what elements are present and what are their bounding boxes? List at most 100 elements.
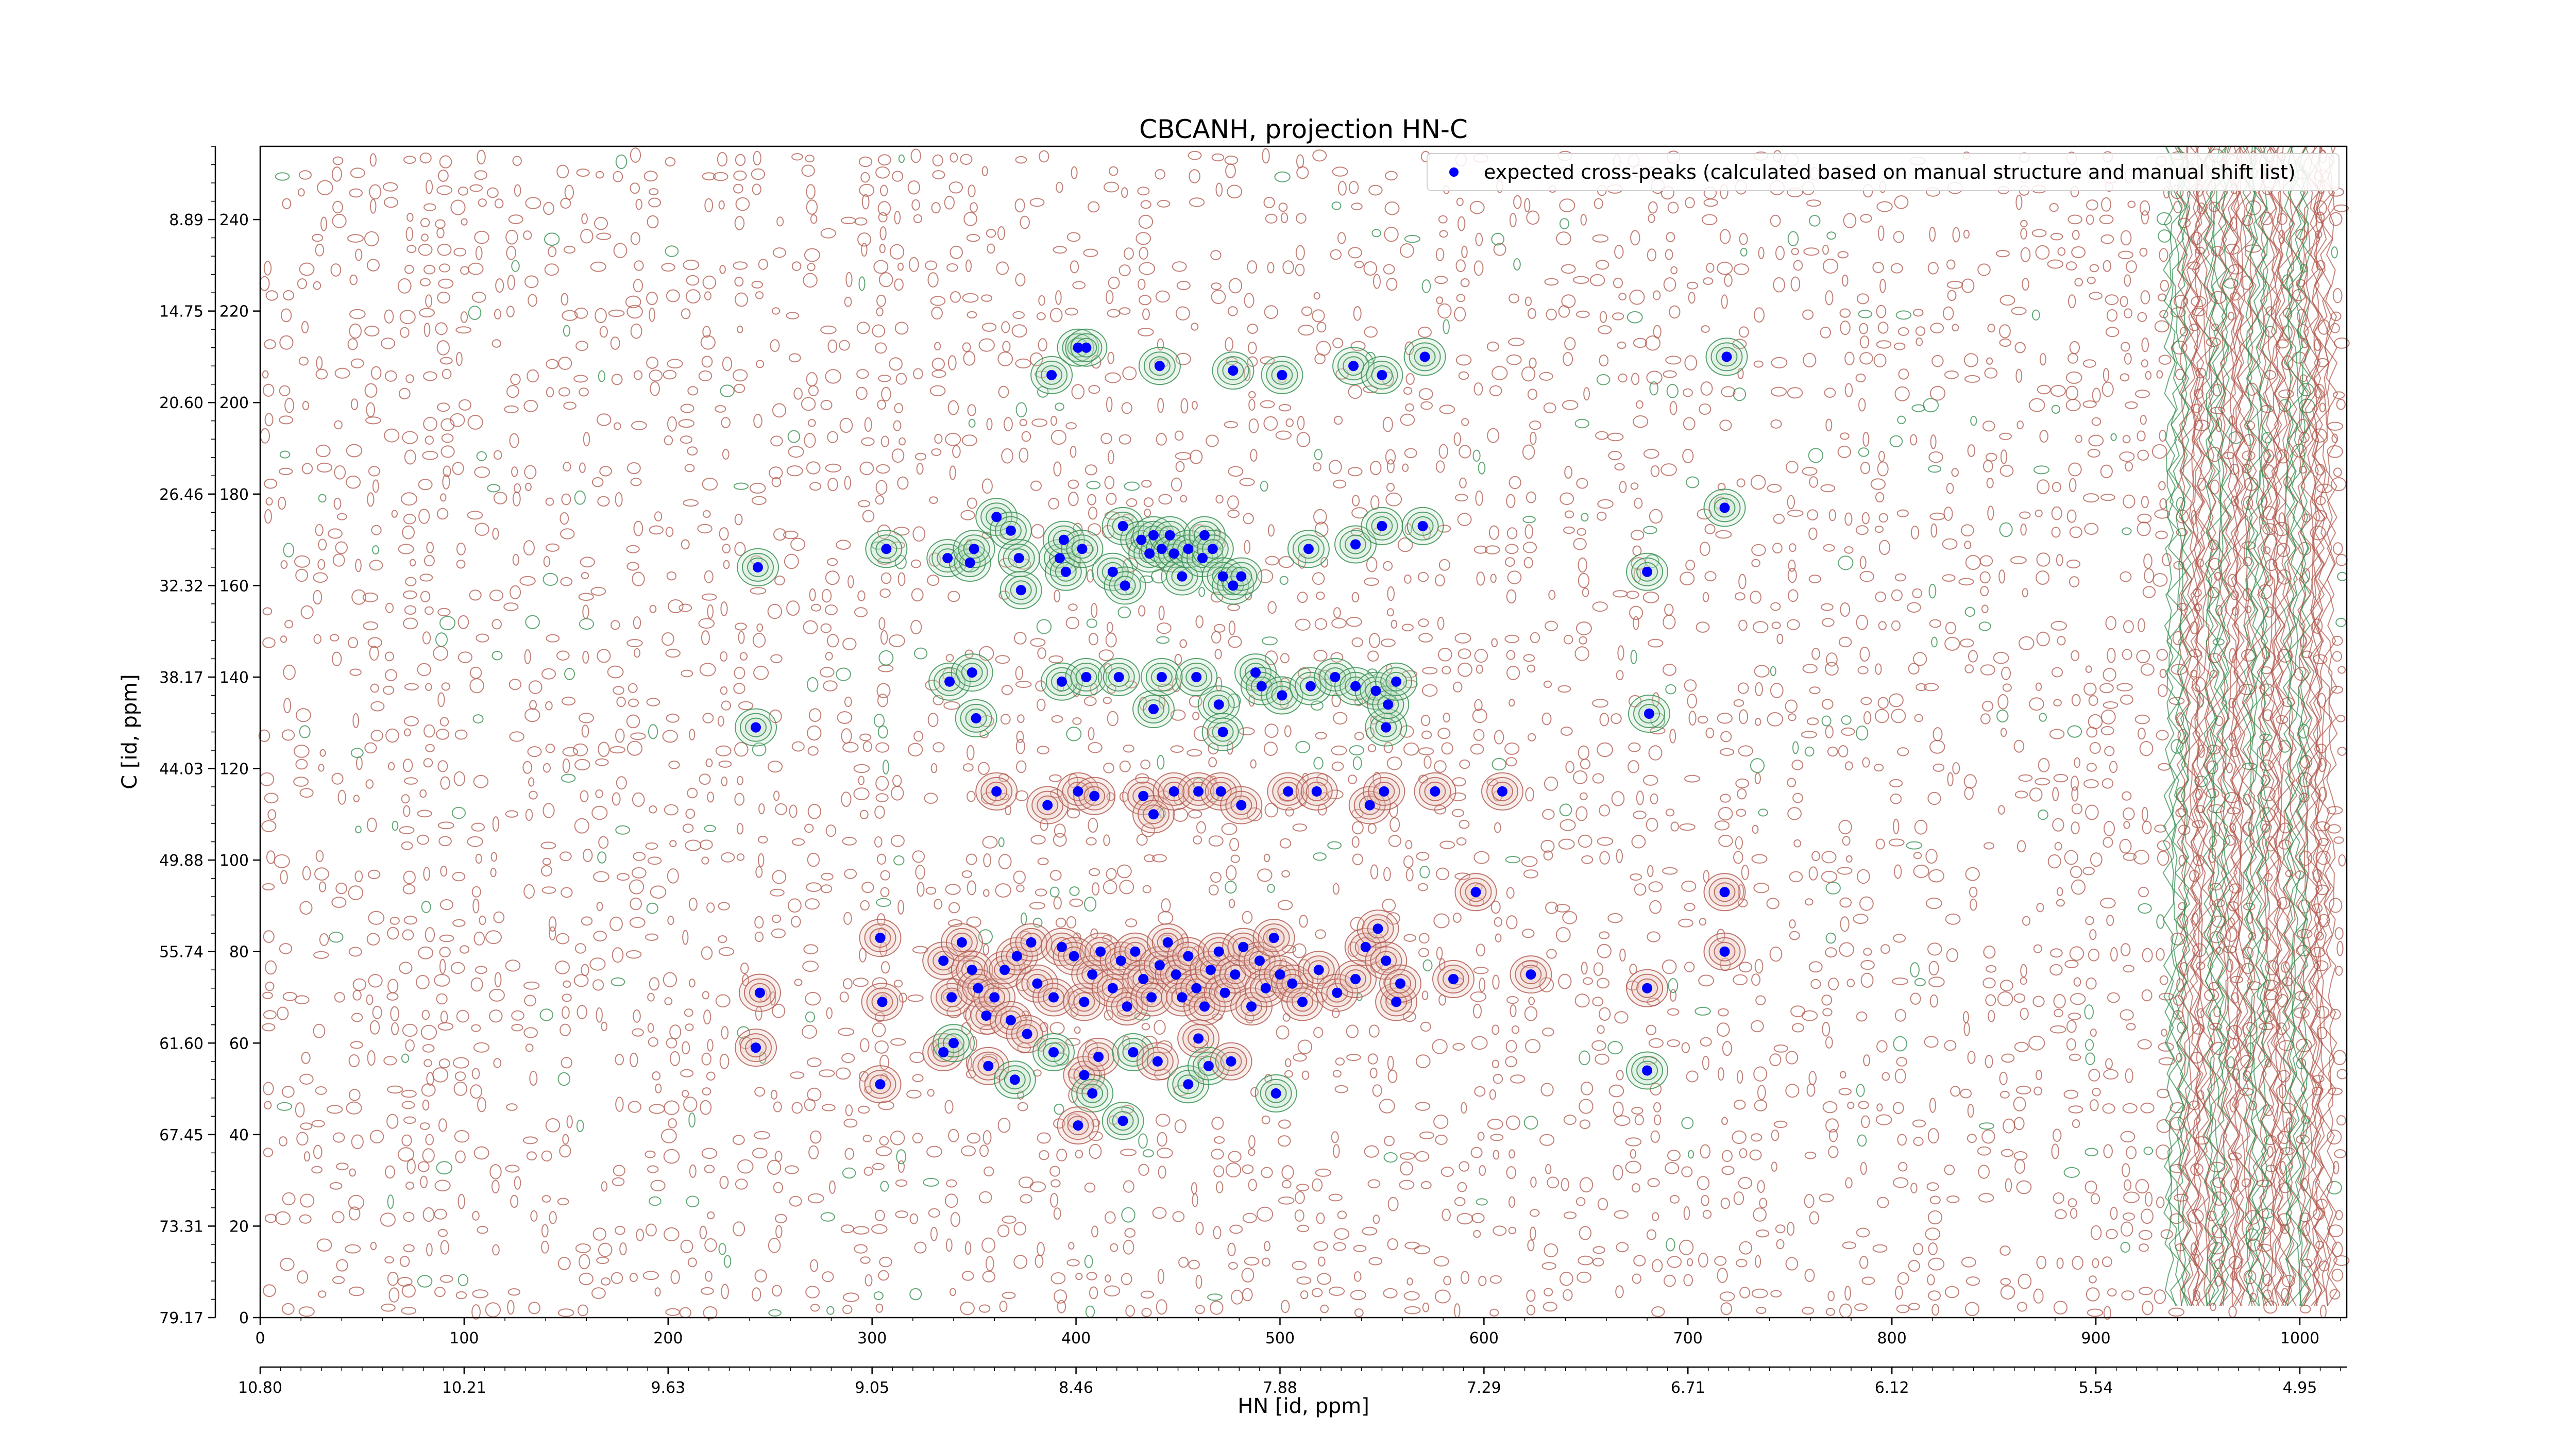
- noise-contour: [385, 1165, 395, 1179]
- x-ppm-tick-label: 7.29: [1467, 1379, 1501, 1397]
- noise-contour: [346, 475, 361, 489]
- noise-contour: [943, 701, 960, 710]
- noise-contour: [822, 1271, 834, 1283]
- noise-contour: [999, 793, 1009, 800]
- noise-contour: [631, 867, 647, 879]
- noise-contour: [315, 444, 331, 458]
- noise-contour: [963, 212, 977, 226]
- noise-contour: [355, 559, 362, 572]
- noise-contour: [667, 359, 683, 369]
- noise-contour: [283, 664, 296, 680]
- noise-contour: [514, 1176, 521, 1190]
- noise-contour: [649, 604, 657, 613]
- noise-contour: [425, 744, 435, 753]
- noise-contour: [506, 246, 517, 260]
- noise-contour: [807, 746, 819, 756]
- noise-contour: [893, 980, 903, 988]
- noise-contour: [1084, 897, 1097, 912]
- noise-contour: [707, 791, 714, 803]
- noise-contour: [1036, 312, 1046, 321]
- noise-contour: [1055, 290, 1062, 305]
- noise-contour: [470, 1084, 482, 1099]
- noise-contour: [401, 794, 410, 804]
- noise-contour: [1030, 480, 1042, 491]
- noise-contour: [647, 992, 655, 1002]
- noise-contour: [525, 482, 532, 492]
- x-index-tick-label: 100: [449, 1329, 479, 1347]
- noise-contour: [732, 1135, 745, 1145]
- noise-contour: [684, 1008, 693, 1017]
- noise-contour: [930, 1226, 938, 1241]
- noise-contour: [934, 899, 943, 909]
- noise-contour: [332, 1276, 345, 1284]
- noise-contour: [1140, 200, 1151, 209]
- noise-contour: [649, 307, 655, 322]
- noise-contour: [842, 837, 857, 846]
- cross-peak-point: [1005, 525, 1016, 536]
- noise-contour: [1057, 1300, 1066, 1313]
- noise-contour: [721, 777, 728, 786]
- noise-contour: [654, 1287, 661, 1297]
- noise-contour: [1049, 886, 1060, 898]
- noise-contour: [789, 1195, 802, 1207]
- noise-contour: [1103, 697, 1112, 704]
- noise-contour: [1117, 864, 1132, 879]
- noise-contour: [615, 825, 630, 835]
- noise-contour: [932, 154, 943, 166]
- noise-contour: [1119, 880, 1134, 895]
- noise-contour: [860, 1038, 870, 1052]
- noise-contour: [719, 1175, 729, 1189]
- noise-contour: [843, 1118, 858, 1128]
- noise-contour: [487, 484, 501, 493]
- noise-contour: [609, 916, 623, 932]
- noise-contour: [1107, 351, 1114, 364]
- noise-contour: [1015, 739, 1025, 754]
- noise-contour: [299, 262, 315, 276]
- noise-contour: [512, 156, 522, 166]
- noise-contour: [540, 865, 552, 877]
- noise-contour: [894, 210, 901, 225]
- cross-peak-point: [991, 786, 1002, 797]
- noise-contour: [1032, 917, 1043, 928]
- noise-contour: [826, 1306, 835, 1315]
- noise-contour: [806, 372, 818, 387]
- noise-contour: [419, 574, 433, 582]
- noise-contour: [549, 926, 556, 941]
- noise-contour: [632, 1028, 644, 1037]
- noise-contour: [947, 591, 960, 602]
- noise-contour: [914, 647, 928, 660]
- noise-contour: [735, 154, 746, 166]
- noise-contour: [592, 1227, 607, 1241]
- noise-contour: [421, 1009, 430, 1020]
- cross-peak-point: [1207, 544, 1218, 554]
- noise-contour: [283, 290, 294, 301]
- noise-contour: [772, 914, 782, 923]
- noise-contour: [451, 806, 466, 819]
- noise-contour: [654, 511, 663, 521]
- noise-contour: [469, 666, 482, 679]
- noise-contour: [364, 383, 378, 398]
- noise-contour: [878, 212, 888, 223]
- noise-contour: [265, 290, 278, 301]
- cross-peak-point: [946, 992, 957, 1003]
- cross-peak-point: [1026, 937, 1037, 948]
- noise-contour: [346, 444, 363, 458]
- noise-contour: [441, 682, 450, 691]
- noise-contour: [1155, 169, 1166, 180]
- noise-contour: [461, 218, 468, 226]
- noise-contour: [581, 213, 588, 225]
- noise-contour: [494, 309, 502, 319]
- noise-contour: [681, 669, 693, 678]
- noise-contour: [720, 686, 728, 695]
- cross-peak-point: [1095, 946, 1106, 957]
- noise-contour: [767, 603, 783, 619]
- noise-contour: [468, 306, 482, 320]
- noise-contour: [300, 605, 314, 619]
- noise-contour: [907, 995, 924, 1002]
- noise-contour: [633, 1009, 641, 1023]
- noise-contour: [435, 632, 448, 647]
- noise-contour: [961, 870, 973, 878]
- noise-contour: [825, 369, 841, 384]
- noise-contour: [770, 435, 783, 447]
- noise-contour: [523, 1027, 538, 1038]
